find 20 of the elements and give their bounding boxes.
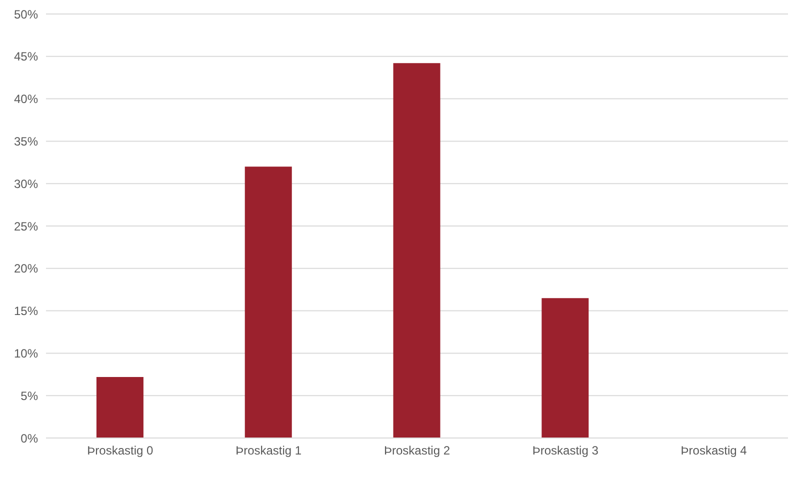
y-tick-label: 20% <box>14 262 38 276</box>
x-tick-label: Þroskastig 3 <box>532 444 599 458</box>
y-tick-label: 45% <box>14 50 38 64</box>
y-tick-label: 15% <box>14 304 38 318</box>
y-tick-label: 10% <box>14 346 38 360</box>
bar <box>393 63 440 438</box>
y-tick-label: 30% <box>14 176 38 191</box>
x-tick-label: Þroskastig 2 <box>384 444 450 458</box>
bar <box>542 298 589 438</box>
x-tick-label: Þroskastig 4 <box>680 444 748 458</box>
y-tick-label: 35% <box>14 134 38 148</box>
bar <box>244 166 292 438</box>
x-tick-label: Þroskastig 0 <box>87 444 154 458</box>
y-tick-label: 50% <box>14 7 38 22</box>
y-tick-label: 25% <box>14 219 38 234</box>
y-tick-label: 40% <box>14 92 38 106</box>
y-tick-label: 5% <box>20 388 38 403</box>
bar <box>96 376 144 438</box>
x-tick-label: Þroskastig 1 <box>236 444 302 458</box>
y-tick-label: 0% <box>20 431 38 446</box>
